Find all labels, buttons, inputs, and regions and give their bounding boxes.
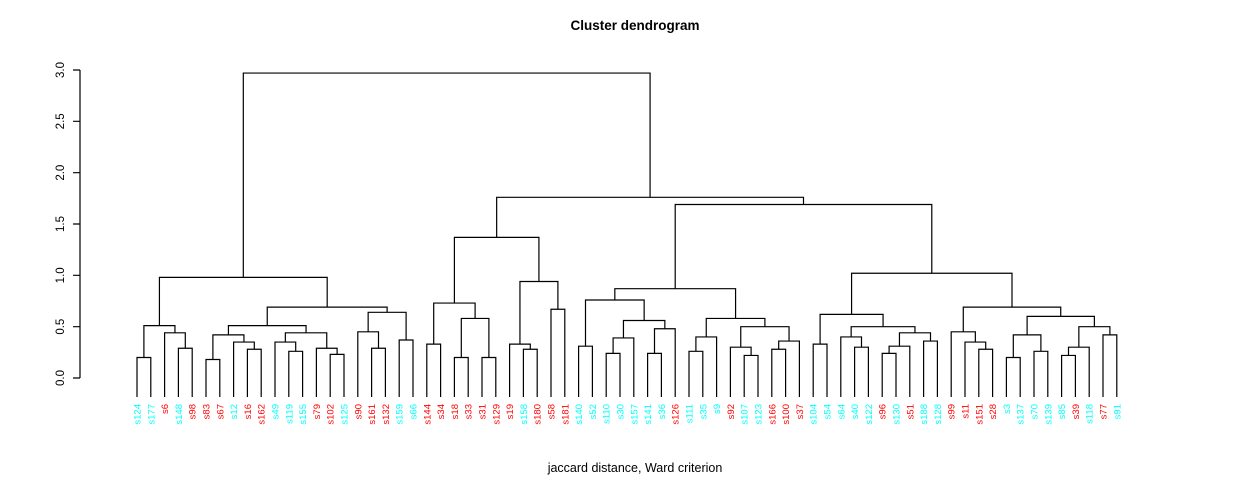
leaf-label: s148 (174, 404, 185, 425)
y-axis: 0.0 0.5 1.0 1.5 2.0 2.5 3.0 (55, 62, 81, 386)
leaf-label: s18 (450, 404, 461, 419)
leaf-label: s129 (491, 404, 502, 425)
leaf-label: s140 (574, 404, 585, 425)
leaf-label: s128 (933, 404, 944, 425)
plot-title: Cluster dendrogram (570, 18, 700, 33)
leaf-label: s104 (809, 404, 820, 425)
leaf-label: s96 (878, 404, 889, 419)
leaf-label: s34 (436, 404, 447, 419)
leaf-label: s83 (202, 404, 213, 419)
x-axis-caption: jaccard distance, Ward criterion (547, 461, 723, 475)
y-axis-tick-label: 1.0 (55, 267, 67, 283)
leaf-label: s188 (919, 404, 930, 425)
leaf-label: s58 (547, 404, 558, 419)
y-axis-tick-label: 3.0 (55, 62, 67, 78)
leaf-label: s9 (712, 404, 723, 414)
cluster-branches (136, 72, 1118, 397)
leaf-labels: s124 s177 s6 s148 s98 s83 s67 s12 s16 s162 s49 s119… (133, 404, 1124, 425)
y-axis-tick-label: 2.0 (55, 165, 67, 181)
leaf-label: s35 (698, 404, 709, 419)
leaf-label: s54 (823, 404, 834, 419)
leaf-label: s6 (160, 404, 171, 414)
y-axis-tick-label: 0.5 (55, 319, 67, 335)
leaf-label: s79 (312, 404, 323, 419)
leaf-label: s36 (657, 404, 668, 419)
leaf-label: s99 (947, 404, 958, 419)
y-axis-tick-label: 2.5 (55, 113, 67, 129)
leaf-label: s102 (326, 404, 337, 425)
y-axis-tick-label: 0.0 (55, 370, 67, 386)
leaf-label: s124 (133, 404, 144, 425)
leaf-label: s181 (560, 404, 571, 425)
leaf-label: s51 (905, 404, 916, 419)
leaf-label: s130 (892, 404, 903, 425)
leaf-label: s39 (1071, 404, 1082, 419)
leaf-label: s98 (188, 404, 199, 419)
leaf-label: s66 (409, 404, 420, 419)
leaf-label: s157 (629, 404, 640, 425)
leaf-label: s3 (1002, 404, 1013, 414)
leaf-label: s67 (215, 404, 226, 419)
leaf-label: s119 (284, 404, 295, 424)
leaf-label: s91 (1112, 404, 1123, 419)
leaf-label: s155 (298, 404, 309, 425)
leaf-label: s52 (588, 404, 599, 419)
leaf-label: s177 (146, 404, 157, 425)
leaf-label: s126 (671, 404, 682, 425)
leaf-label: s30 (616, 404, 627, 419)
leaf-label: s12 (229, 404, 240, 419)
leaf-label: s31 (478, 404, 489, 419)
leaf-label: s118 (1085, 404, 1096, 424)
leaf-label: s122 (864, 404, 875, 425)
leaf-label: s92 (726, 404, 737, 419)
leaf-label: s40 (850, 404, 861, 419)
leaf-label: s19 (505, 404, 516, 419)
leaf-label: s33 (464, 404, 475, 419)
leaf-label: s11 (961, 404, 972, 419)
y-axis-line (73, 69, 81, 379)
leaf-label: s111 (685, 404, 696, 423)
leaf-label: s28 (988, 404, 999, 419)
y-axis-tick-label: 1.5 (55, 216, 67, 232)
leaf-label: s180 (533, 404, 544, 425)
leaf-label: s161 (367, 404, 378, 425)
leaf-label: s123 (754, 404, 765, 425)
tree-branches (136, 72, 1118, 397)
leaf-label: s37 (795, 404, 806, 419)
leaf-label: s132 (381, 404, 392, 425)
leaf-label: s64 (836, 404, 847, 419)
leaf-label: s162 (257, 404, 268, 425)
leaf-label: s100 (781, 404, 792, 425)
leaf-label: s125 (340, 404, 351, 425)
leaf-label: s107 (740, 404, 751, 425)
leaf-label: s49 (271, 404, 282, 419)
leaf-label: s158 (519, 404, 530, 425)
leaf-label: s141 (643, 404, 654, 425)
leaf-label: s166 (767, 404, 778, 425)
leaf-label: s110 (602, 404, 613, 424)
leaf-label: s137 (1016, 404, 1027, 425)
leaf-label: s151 (974, 404, 985, 425)
leaf-label: s90 (353, 404, 364, 419)
leaf-label: s139 (1043, 404, 1054, 425)
leaf-label: s70 (1030, 404, 1041, 419)
leaf-label: s159 (395, 404, 406, 425)
leaf-label: s144 (422, 404, 433, 425)
leaf-label: s85 (1057, 404, 1068, 419)
leaf-label: s16 (243, 404, 254, 419)
leaf-label: s77 (1099, 404, 1110, 419)
